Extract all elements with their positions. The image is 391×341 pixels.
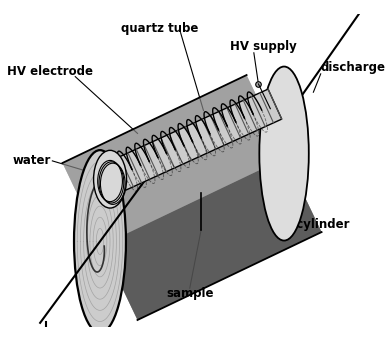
Ellipse shape <box>74 150 126 333</box>
Text: quartz tube: quartz tube <box>121 21 198 34</box>
Text: HV supply: HV supply <box>230 40 296 53</box>
Text: Al cylinder: Al cylinder <box>278 219 349 232</box>
Polygon shape <box>102 158 321 320</box>
Polygon shape <box>103 89 282 194</box>
Ellipse shape <box>259 66 309 240</box>
Ellipse shape <box>93 150 127 208</box>
Polygon shape <box>63 75 321 320</box>
Text: discharge: discharge <box>321 61 386 74</box>
Polygon shape <box>63 75 286 246</box>
Text: water: water <box>12 154 50 167</box>
Text: sample: sample <box>166 287 213 300</box>
Text: HV electrode: HV electrode <box>7 65 93 78</box>
